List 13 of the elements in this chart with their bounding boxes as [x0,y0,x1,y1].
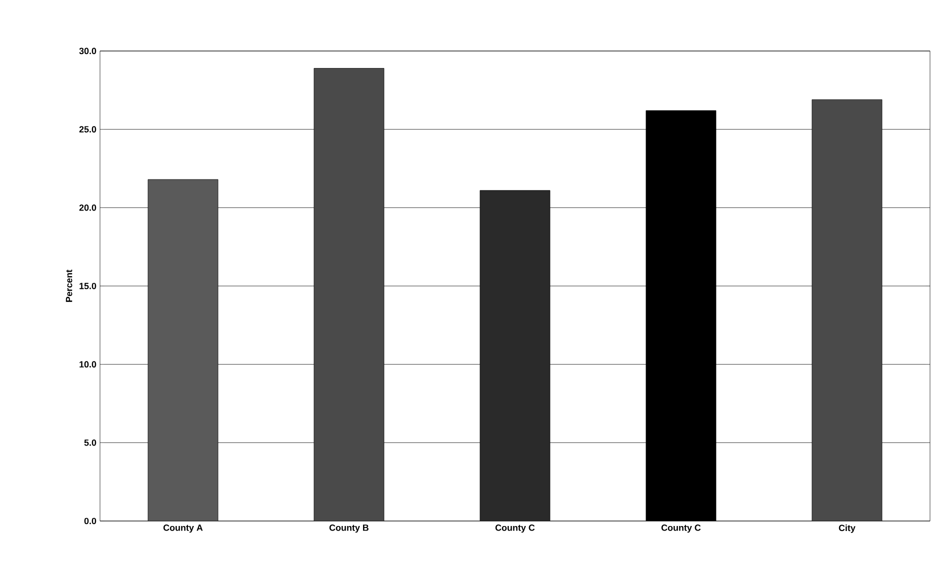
y-tick-label: 25.0 [79,126,96,133]
x-tick-label: County B [329,524,369,533]
x-tick-label: City [838,524,856,533]
y-axis-title: Percent [66,270,72,302]
y-tick-label: 15.0 [80,282,96,290]
y-tick-label: 30.0 [79,48,96,54]
x-tick-label: County C [661,524,701,533]
x-tick-label: County A [163,524,203,533]
x-tick-label: County C [495,524,535,533]
y-tick-label: 10.0 [80,361,96,368]
y-tick-label: 5.0 [84,439,96,446]
y-tick-label: 20.0 [79,204,96,211]
y-tick-label: 0.0 [84,518,96,524]
